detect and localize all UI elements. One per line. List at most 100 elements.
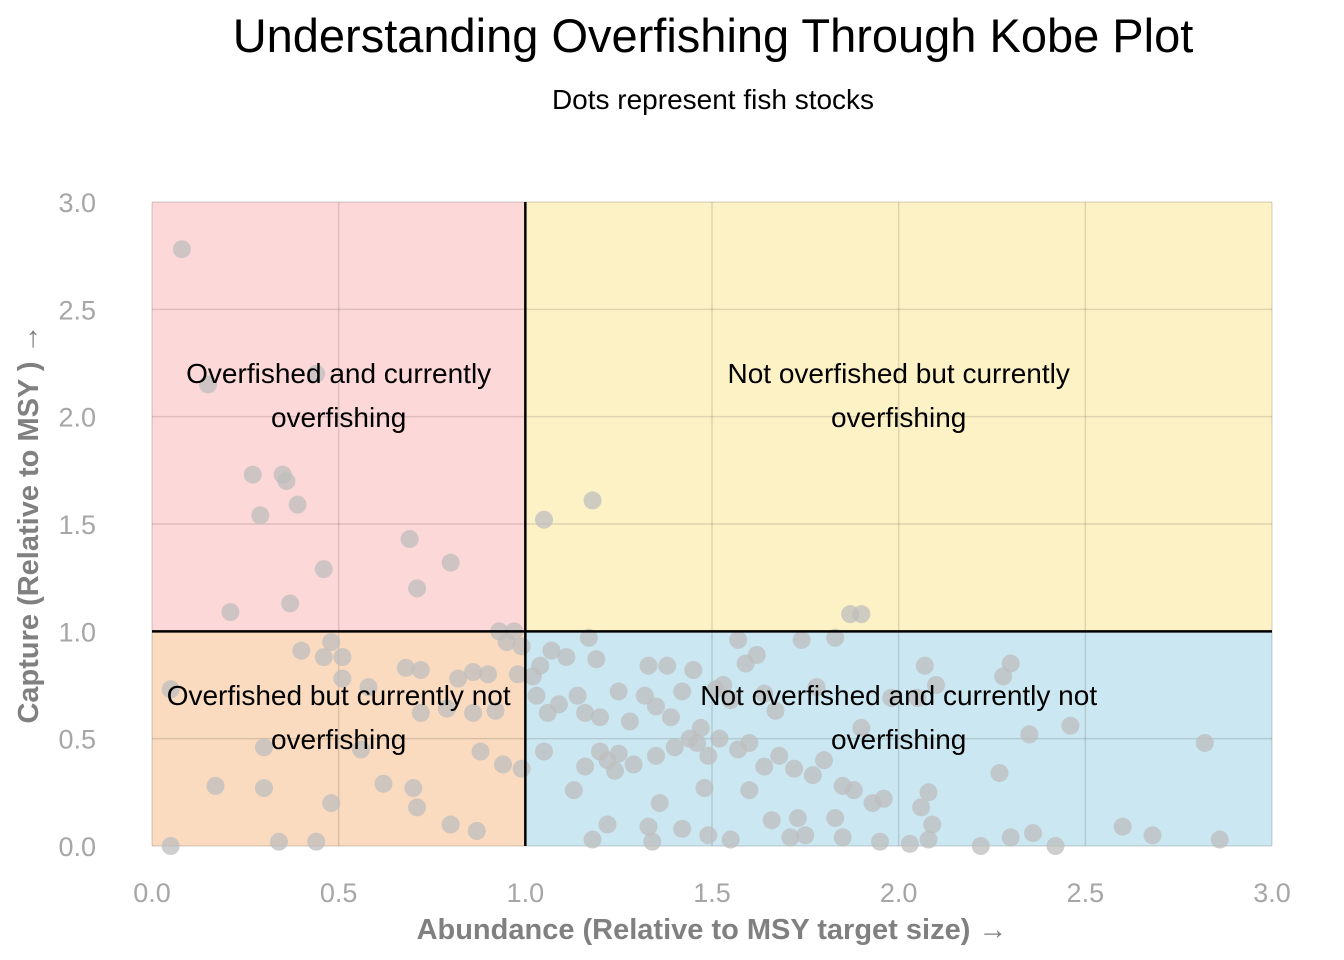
data-point [647,697,665,716]
x-tick-label: 2.5 [1067,878,1105,908]
quadrant-0 [152,202,526,632]
quadrant-label-line2: overfishing [831,724,966,755]
tick-labels: 0.0 0.5 1.0 1.5 2.0 2.5 3.0 0.0 0.5 1.0 1.5 2.0 2.5 3… [58,188,1290,908]
data-point [288,495,307,514]
data-point [714,676,733,694]
data-point [333,648,352,667]
data-point [658,656,677,675]
data-point [1113,817,1132,836]
data-point [535,742,553,761]
data-point [1143,826,1162,845]
data-point [807,678,826,697]
data-point [404,779,423,798]
data-point [479,665,497,684]
data-point [605,761,624,780]
data-point [322,633,341,652]
data-point [721,691,740,710]
data-point [441,553,460,572]
data-point [747,645,766,664]
data-point [307,832,326,851]
data-point [740,733,759,752]
y-tick-label: 1.0 [58,617,96,647]
data-point [609,682,628,701]
data-point [635,686,654,705]
data-point [755,684,774,703]
data-point [568,686,587,705]
x-tick-label: 2.0 [880,878,918,908]
data-point [815,751,833,770]
data-point [292,641,311,660]
data-point [411,703,430,722]
data-point [206,776,225,795]
data-point [1061,716,1080,735]
data-point [826,628,845,647]
data-point [1024,824,1043,843]
data-point [587,650,606,669]
data-point [576,703,595,722]
data-point [221,603,240,622]
quadrant-2 [152,631,526,846]
y-tick-label: 0.5 [58,725,96,755]
data-point [408,798,427,817]
data-point [882,688,901,707]
data-points [161,240,1229,855]
data-point [871,832,889,851]
data-point [1020,725,1039,744]
data-point [971,837,990,855]
data-point [770,746,789,765]
chart-title: Understanding Overfishing Through Kobe P… [232,9,1194,62]
data-point [557,648,576,667]
data-point [740,781,759,800]
quadrant-label-line2: overfishing [271,402,406,433]
data-point [650,794,669,813]
data-point [471,742,490,761]
data-point [792,630,811,649]
data-point [408,579,427,598]
data-point [781,828,800,847]
data-point [493,755,512,774]
y-tick-label: 1.5 [58,510,96,540]
quadrant-label-line2: overfishing [271,724,406,755]
data-point [277,472,296,491]
quadrant-label-line1: Overfished but currently not [167,680,511,711]
data-point [576,757,595,776]
data-point [788,809,807,828]
data-point [314,560,333,579]
data-point [755,757,774,776]
data-point [852,605,871,624]
data-point [486,701,505,720]
data-point [255,779,273,798]
data-point [464,663,483,682]
data-point [255,738,273,757]
data-point [643,832,662,851]
data-point [161,680,180,699]
data-point [508,665,527,684]
data-point [695,779,714,798]
data-point [564,781,583,800]
y-axis-label: Capture (Relative to MSY ) → [13,324,45,723]
quadrant-backgrounds [152,202,1272,846]
data-point [512,637,531,656]
y-tick-label: 0.0 [58,832,96,862]
x-tick-label: 0.5 [320,878,358,908]
data-point [639,656,658,675]
quadrant-labels: Overfished and currently overfishing Not o… [167,358,1098,755]
data-point [609,744,628,763]
data-point [721,830,740,849]
data-point [673,682,692,701]
x-tick-label: 1.5 [693,878,731,908]
quadrant-label-line1: Overfished and currently [186,358,491,389]
data-point [531,656,550,675]
quadrant-label-line1: Not overfished and currently not [700,680,1097,711]
data-point [1001,654,1020,673]
chart-subtitle: Dots represent fish stocks [551,84,875,115]
data-point [1001,828,1020,847]
data-point [583,830,602,849]
data-point [661,708,680,727]
data-point [673,819,692,838]
y-tick-label: 3.0 [58,188,96,218]
quadrant-1 [525,202,1272,632]
data-point [699,746,718,765]
data-point [688,733,707,752]
